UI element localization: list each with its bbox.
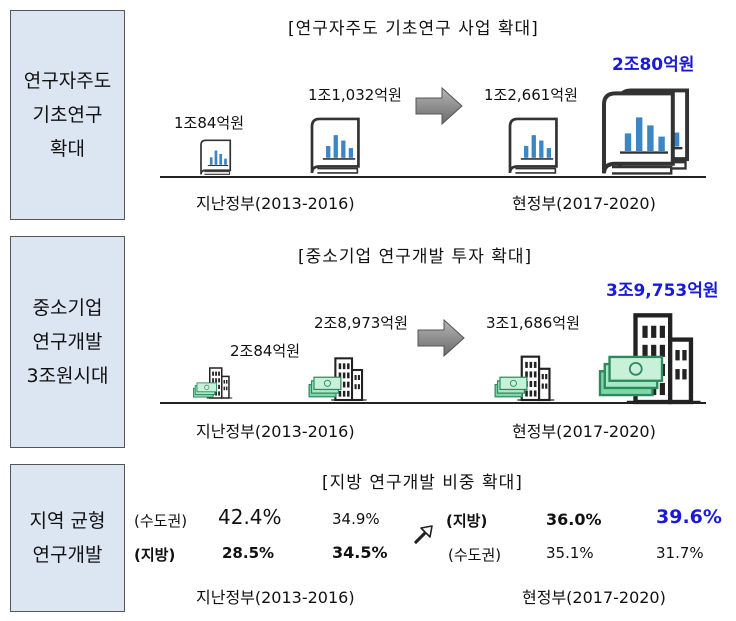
right-arrow-icon xyxy=(417,318,465,358)
amount-label: 2조8,973억원 xyxy=(314,314,408,332)
side-label-line: 중소기업 xyxy=(32,297,103,319)
region-label: (지방) xyxy=(446,512,488,530)
ratio-value: 28.5% xyxy=(222,544,275,562)
side-label-line: 확대 xyxy=(50,138,85,160)
period-previous: 지난정부(2013-2016) xyxy=(196,422,355,441)
side-label-line: 3조원시대 xyxy=(26,365,109,387)
section-label-basic-research: 연구자주도 기초연구 확대 xyxy=(10,10,125,220)
section-label-sme-rnd: 중소기업 연구개발 3조원시대 xyxy=(10,236,125,448)
money-stack-icon xyxy=(192,382,218,398)
book-chart-icon xyxy=(310,117,360,175)
side-label-line: 연구개발 xyxy=(32,331,103,353)
book-chart-icon xyxy=(508,117,558,175)
section-label-regional-balance: 지역 균형 연구개발 xyxy=(10,464,125,612)
period-previous: 지난정부(2013-2016) xyxy=(196,588,355,607)
period-current: 현정부(2017-2020) xyxy=(522,588,666,607)
side-label-line: 연구개발 xyxy=(32,544,103,566)
ratio-value: 34.9% xyxy=(332,510,380,528)
amount-highlight: 2조80억원 xyxy=(612,55,695,75)
money-stack-icon xyxy=(308,376,342,398)
side-label-line: 기초연구 xyxy=(32,104,103,126)
section-title: [지방 연구개발 비중 확대] xyxy=(322,473,523,493)
ratio-value: 31.7% xyxy=(656,544,704,562)
money-stack-icon xyxy=(494,376,528,398)
book-chart-icon xyxy=(602,91,675,176)
region-label: (수도권) xyxy=(448,546,502,564)
amount-label: 1조84억원 xyxy=(174,114,245,132)
baseline xyxy=(160,176,706,178)
amount-label: 3조1,686억원 xyxy=(486,314,580,332)
ratio-value-highlight: 39.6% xyxy=(656,506,722,528)
ratio-value: 36.0% xyxy=(546,510,602,529)
right-arrow-icon xyxy=(415,86,463,126)
baseline xyxy=(160,402,706,404)
period-current: 현정부(2017-2020) xyxy=(512,194,656,213)
side-label-line: 지역 균형 xyxy=(29,510,106,532)
amount-label: 1조1,032억원 xyxy=(308,86,402,104)
ratio-value: 35.1% xyxy=(546,544,594,562)
section-title: [연구자주도 기초연구 사업 확대] xyxy=(288,19,539,39)
book-chart-icon xyxy=(200,139,232,176)
side-label-line: 연구자주도 xyxy=(23,70,112,92)
amount-label: 2조84억원 xyxy=(230,342,301,360)
period-current: 현정부(2017-2020) xyxy=(512,422,656,441)
amount-label: 1조2,661억원 xyxy=(484,86,578,104)
section-title: [중소기업 연구개발 투자 확대] xyxy=(298,247,533,267)
region-label: (지방) xyxy=(134,546,176,564)
period-previous: 지난정부(2013-2016) xyxy=(196,194,355,213)
amount-highlight: 3조9,753억원 xyxy=(606,281,719,301)
region-label: (수도권) xyxy=(134,512,188,530)
money-stack-icon xyxy=(598,355,664,397)
up-right-arrow-icon xyxy=(414,525,433,544)
ratio-value: 42.4% xyxy=(218,505,282,529)
ratio-value: 34.5% xyxy=(332,543,388,562)
